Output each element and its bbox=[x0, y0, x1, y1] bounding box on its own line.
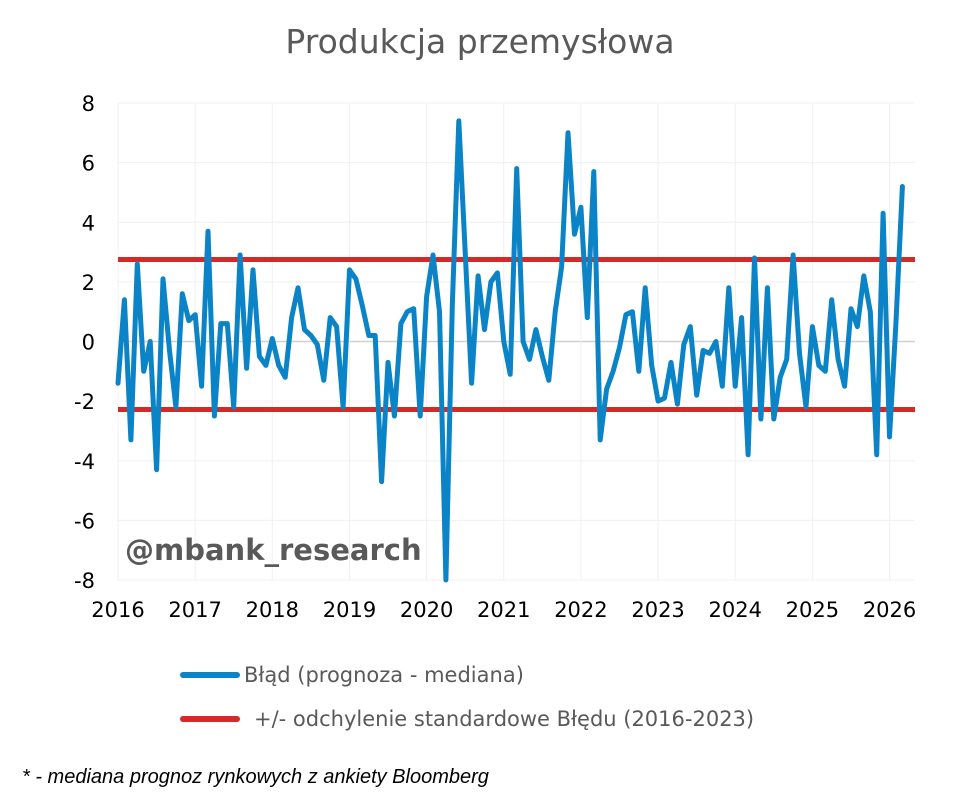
error-series bbox=[115, 118, 905, 583]
y-tick-label: 4 bbox=[82, 211, 95, 235]
x-tick-label: 2022 bbox=[554, 598, 607, 622]
error-series-line bbox=[115, 118, 905, 583]
legend-swatch-blue bbox=[180, 672, 240, 678]
chart-title: Produkcja przemysłowa bbox=[285, 22, 675, 61]
x-tick-label: 2024 bbox=[709, 598, 762, 622]
x-tick-label: 2025 bbox=[786, 598, 839, 622]
y-tick-label: 6 bbox=[82, 152, 95, 176]
std-dev-bands bbox=[118, 257, 915, 412]
y-tick-label: -6 bbox=[74, 509, 95, 533]
x-tick-label: 2019 bbox=[323, 598, 376, 622]
x-tick-label: 2017 bbox=[168, 598, 221, 622]
x-tick-label: 2021 bbox=[477, 598, 530, 622]
footnote: * - mediana prognoz rynkowych z ankiety … bbox=[22, 766, 489, 788]
y-tick-label: 0 bbox=[82, 331, 95, 355]
x-tick-label: 2016 bbox=[91, 598, 144, 622]
y-tick-label: 2 bbox=[82, 271, 95, 295]
x-tick-label: 2026 bbox=[863, 598, 916, 622]
legend-label-stddev: +/- odchylenie standardowe Błędu (2016-2… bbox=[254, 707, 755, 731]
watermark-text: @mbank_research bbox=[125, 533, 422, 567]
x-tick-label: 2020 bbox=[400, 598, 453, 622]
x-tick-label: 2023 bbox=[631, 598, 684, 622]
legend-item-error: Błąd (prognoza - mediana) bbox=[180, 660, 524, 690]
x-axis-tick-labels: 2016 2017 2018 2019 2020 2021 2022 2023 2024 2025… bbox=[91, 598, 916, 622]
y-axis-tick-labels: 8 6 4 2 0 -2 -4 -6 -8 bbox=[74, 92, 95, 593]
y-tick-label: -2 bbox=[74, 390, 95, 414]
legend-label-error: Błąd (prognoza - mediana) bbox=[244, 663, 524, 687]
y-tick-label: 8 bbox=[82, 92, 95, 116]
legend-item-stddev: +/- odchylenie standardowe Błędu (2016-2… bbox=[180, 704, 754, 734]
legend-swatch-red bbox=[180, 716, 240, 722]
y-tick-label: -4 bbox=[74, 450, 95, 474]
x-tick-label: 2018 bbox=[246, 598, 299, 622]
y-tick-label: -8 bbox=[74, 569, 95, 593]
